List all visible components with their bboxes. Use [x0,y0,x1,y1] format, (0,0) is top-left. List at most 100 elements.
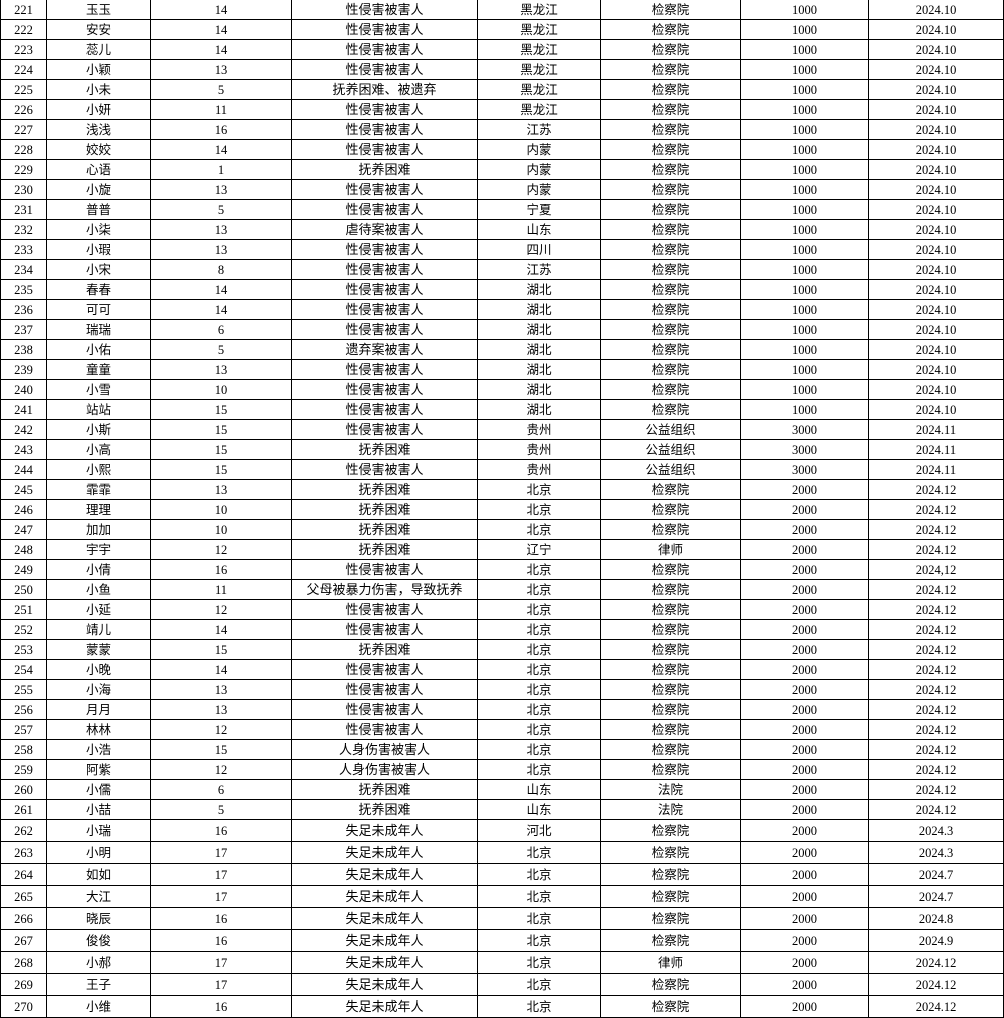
cell-age: 1 [150,159,292,180]
cell-child-name: 小雪 [46,379,151,400]
cell-child-name: 心语 [46,159,151,180]
cell-row-number: 252 [0,619,47,640]
cell-referral-source: 检察院 [600,599,741,620]
cell-age: 14 [150,279,292,300]
cell-case-type: 性侵害被害人 [291,359,478,380]
cell-date: 2024.12 [868,719,1004,740]
cell-case-type: 失足未成年人 [291,885,478,908]
cell-referral-source: 检察院 [600,319,741,340]
table-row: 263 小明 17 失足未成年人 北京 检察院 2000 2024.3 [0,841,1004,864]
cell-age: 14 [150,139,292,160]
cell-child-name: 靖儿 [46,619,151,640]
cell-row-number: 226 [0,99,47,120]
cell-date: 2024.10 [868,379,1004,400]
cell-referral-source: 检察院 [600,885,741,908]
cell-row-number: 234 [0,259,47,280]
cell-case-type: 性侵害被害人 [291,399,478,420]
cell-date: 2024.12 [868,699,1004,720]
cell-referral-source: 检察院 [600,579,741,600]
cell-child-name: 小维 [46,995,151,1018]
cell-amount: 1000 [740,379,869,400]
cell-child-name: 蕊儿 [46,39,151,60]
cell-referral-source: 律师 [600,951,741,974]
cell-case-type: 抚养困难 [291,539,478,560]
cell-row-number: 239 [0,359,47,380]
cell-case-type: 性侵害被害人 [291,319,478,340]
cell-date: 2024.12 [868,539,1004,560]
cell-case-type: 抚养困难 [291,499,478,520]
cell-referral-source: 公益组织 [600,459,741,480]
cell-amount: 1000 [740,199,869,220]
cell-date: 2024.10 [868,199,1004,220]
cell-amount: 2000 [740,539,869,560]
cell-date: 2024.7 [868,863,1004,886]
cell-referral-source: 检察院 [600,679,741,700]
cell-date: 2024.12 [868,973,1004,996]
cell-date: 2024.10 [868,119,1004,140]
cell-row-number: 237 [0,319,47,340]
cell-age: 8 [150,259,292,280]
cell-referral-source: 检察院 [600,379,741,400]
cell-child-name: 小未 [46,79,151,100]
cell-child-name: 小喆 [46,799,151,820]
cell-date: 2024.10 [868,339,1004,360]
cell-date: 2024.10 [868,219,1004,240]
table-row: 224 小颖 13 性侵害被害人 黑龙江 检察院 1000 2024.10 [0,59,1004,80]
table-row: 228 姣姣 14 性侵害被害人 内蒙 检察院 1000 2024.10 [0,139,1004,160]
cell-child-name: 小佑 [46,339,151,360]
table-row: 270 小维 16 失足未成年人 北京 检察院 2000 2024.12 [0,995,1004,1018]
cell-amount: 2000 [740,479,869,500]
cell-case-type: 性侵害被害人 [291,599,478,620]
cell-case-type: 失足未成年人 [291,863,478,886]
table-row: 256 月月 13 性侵害被害人 北京 检察院 2000 2024.12 [0,699,1004,720]
cell-amount: 3000 [740,459,869,480]
cell-row-number: 236 [0,299,47,320]
cell-referral-source: 检察院 [600,299,741,320]
cell-province: 北京 [477,995,601,1018]
cell-date: 2024.11 [868,419,1004,440]
cell-row-number: 254 [0,659,47,680]
cell-amount: 2000 [740,929,869,952]
cell-child-name: 大江 [46,885,151,908]
table-row: 227 浅浅 16 性侵害被害人 江苏 检察院 1000 2024.10 [0,119,1004,140]
cell-child-name: 安安 [46,19,151,40]
table-row: 249 小倩 16 性侵害被害人 北京 检察院 2000 2024,12 [0,559,1004,580]
cell-amount: 2000 [740,759,869,780]
cell-case-type: 性侵害被害人 [291,239,478,260]
cell-child-name: 可可 [46,299,151,320]
cell-age: 17 [150,951,292,974]
cell-province: 四川 [477,239,601,260]
cell-age: 16 [150,929,292,952]
cell-amount: 2000 [740,841,869,864]
cell-referral-source: 检察院 [600,907,741,930]
cell-province: 江苏 [477,119,601,140]
cell-province: 北京 [477,579,601,600]
cell-age: 13 [150,239,292,260]
cell-case-type: 性侵害被害人 [291,619,478,640]
cell-age: 12 [150,759,292,780]
cell-referral-source: 检察院 [600,479,741,500]
cell-child-name: 小柒 [46,219,151,240]
cell-row-number: 221 [0,0,47,20]
cell-child-name: 宇宇 [46,539,151,560]
table-row: 237 瑞瑞 6 性侵害被害人 湖北 检察院 1000 2024.10 [0,319,1004,340]
cell-date: 2024.10 [868,59,1004,80]
cell-case-type: 失足未成年人 [291,995,478,1018]
cell-amount: 2000 [740,907,869,930]
cell-province: 黑龙江 [477,39,601,60]
cell-amount: 2000 [740,973,869,996]
cell-age: 13 [150,679,292,700]
cell-child-name: 王子 [46,973,151,996]
cell-age: 16 [150,119,292,140]
cell-age: 12 [150,719,292,740]
cell-referral-source: 检察院 [600,863,741,886]
cell-referral-source: 检察院 [600,519,741,540]
cell-referral-source: 检察院 [600,659,741,680]
cell-age: 5 [150,799,292,820]
cell-date: 2024.12 [868,659,1004,680]
cell-referral-source: 检察院 [600,39,741,60]
cell-amount: 2000 [740,559,869,580]
cell-referral-source: 检察院 [600,139,741,160]
cell-amount: 3000 [740,419,869,440]
cell-date: 2024.12 [868,519,1004,540]
